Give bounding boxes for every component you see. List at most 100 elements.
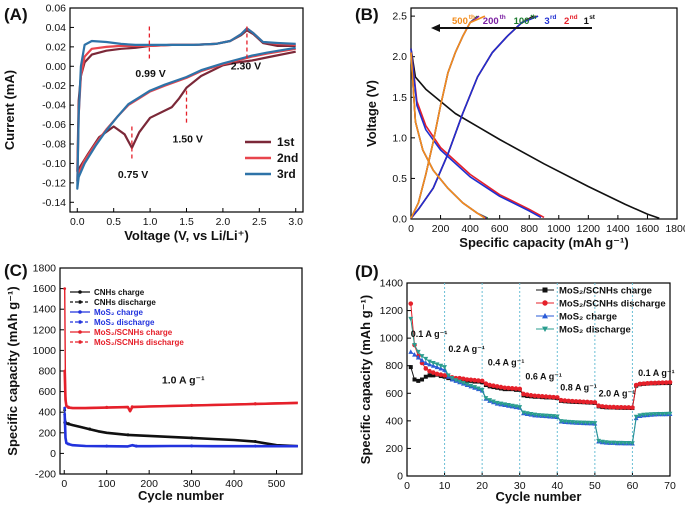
b-ytick-label: 1.5 bbox=[392, 92, 407, 104]
d-point bbox=[660, 380, 665, 385]
d-legend-marker bbox=[542, 313, 548, 319]
panel-a: 0.0 0.5 1.0 1.5 2.0 2.5 3.0 0.06 0.04 0.02 0.00 -0.… bbox=[2, 3, 304, 243]
b-legend-arrowhead bbox=[431, 24, 440, 32]
d-point bbox=[551, 394, 556, 400]
c-ytick-label: -200 bbox=[35, 469, 56, 481]
d-legend-label: MoS₂/SCNHs charge bbox=[559, 286, 652, 297]
c-point bbox=[135, 444, 138, 448]
b-legend-label: 1 bbox=[584, 16, 590, 27]
d-point bbox=[663, 411, 669, 417]
d-point bbox=[419, 357, 425, 363]
c-point bbox=[190, 403, 194, 407]
d-y-axis-label: Specific capacity (mAh g⁻¹) bbox=[358, 295, 373, 464]
a-legend-label: 3rd bbox=[277, 167, 296, 181]
d-point bbox=[577, 420, 583, 426]
d-point bbox=[475, 386, 481, 392]
c-legend-label: MoS₂ charge bbox=[94, 308, 143, 317]
c-point bbox=[126, 433, 130, 437]
c-legend-label: MoS₂/SCNHs discharge bbox=[94, 338, 184, 347]
c-legend-marker bbox=[78, 290, 82, 294]
d-point bbox=[427, 368, 432, 374]
d-point bbox=[491, 399, 496, 405]
a-y-axis-label: Current (mA) bbox=[2, 70, 17, 150]
panel-b: 0200400600800100012001400160018000.00.51… bbox=[355, 5, 685, 250]
d-point bbox=[430, 360, 436, 366]
d-point bbox=[551, 414, 556, 419]
d-point bbox=[472, 385, 478, 390]
a-legend-label: 2nd bbox=[277, 151, 298, 165]
d-point bbox=[423, 374, 428, 379]
b-series-200th-discharge bbox=[410, 52, 487, 219]
a-xtick-label: 2.5 bbox=[252, 216, 267, 228]
d-point bbox=[611, 404, 616, 410]
b-xtick-label: 1200 bbox=[577, 223, 601, 235]
d-point bbox=[509, 403, 515, 409]
d-point bbox=[615, 440, 620, 446]
a-annotation-label: 0.99 V bbox=[135, 68, 165, 80]
d-point bbox=[536, 393, 541, 399]
a-ytick-label: -0.04 bbox=[42, 100, 66, 112]
d-point bbox=[554, 395, 560, 400]
b-panel-tag: (B) bbox=[355, 5, 379, 24]
d-point bbox=[506, 385, 511, 391]
c-point bbox=[253, 402, 257, 405]
panel-c: 0 100 200 300 400 500 -200 0 200 400 600 800 1000 120… bbox=[4, 261, 303, 503]
d-rate-label: 0.2 A g⁻¹ bbox=[448, 344, 485, 354]
d-point bbox=[588, 420, 594, 426]
d-point bbox=[573, 420, 579, 425]
d-point bbox=[592, 421, 598, 426]
d-xtick-label: 60 bbox=[627, 480, 639, 492]
c-ytick-label: 1800 bbox=[33, 263, 57, 275]
d-point bbox=[622, 405, 628, 410]
d-point bbox=[524, 392, 530, 397]
d-point bbox=[461, 376, 466, 382]
c-ytick-label: 600 bbox=[38, 386, 56, 398]
d-point bbox=[453, 378, 459, 383]
b-legend-label: 2 bbox=[564, 16, 569, 27]
d-point bbox=[438, 363, 444, 369]
d-point bbox=[626, 405, 631, 410]
b-series-3rd-discharge bbox=[410, 48, 542, 219]
d-point bbox=[645, 381, 650, 386]
d-point bbox=[543, 394, 549, 399]
d-point bbox=[539, 394, 545, 399]
b-series-1st-discharge bbox=[410, 48, 660, 219]
d-legend-label: MoS₂ charge bbox=[559, 312, 617, 323]
d-ytick-label: 1000 bbox=[380, 333, 404, 345]
d-point bbox=[596, 438, 602, 444]
d-point bbox=[656, 411, 662, 417]
c-point bbox=[190, 436, 194, 440]
b-xtick-label: 800 bbox=[520, 223, 538, 235]
d-point bbox=[588, 399, 594, 405]
d-point bbox=[427, 373, 432, 378]
c-legend-marker bbox=[78, 330, 82, 334]
c-legend-marker bbox=[78, 300, 82, 304]
a-x-axis-label: Voltage (V, vs Li/Li⁺) bbox=[124, 228, 249, 243]
d-point bbox=[442, 365, 447, 370]
d-point bbox=[569, 420, 575, 425]
d-legend-label: MoS₂/SCNHs discharge bbox=[559, 299, 666, 310]
d-point bbox=[547, 394, 553, 400]
c-point bbox=[253, 439, 257, 443]
d-ytick-label: 0 bbox=[397, 471, 403, 483]
b-ytick-label: 2.5 bbox=[392, 11, 407, 23]
d-point bbox=[476, 378, 481, 383]
b-series-2nd-discharge bbox=[410, 48, 545, 219]
d-xtick-label: 30 bbox=[514, 480, 526, 492]
d-point bbox=[596, 403, 601, 408]
a-annotation-label: 1.50 V bbox=[173, 133, 203, 145]
a-xtick-label: 2.0 bbox=[216, 216, 231, 228]
d-point bbox=[427, 359, 432, 365]
d-point bbox=[502, 385, 507, 391]
d-rate-label: 0.4 A g⁻¹ bbox=[488, 358, 525, 368]
d-point bbox=[423, 360, 429, 365]
d-point bbox=[434, 362, 440, 367]
d-point bbox=[423, 356, 429, 362]
d-point bbox=[464, 377, 470, 382]
d-point bbox=[408, 349, 414, 354]
d-ytick-label: 200 bbox=[385, 443, 403, 455]
c-point bbox=[190, 444, 194, 448]
d-point bbox=[415, 349, 421, 355]
d-point bbox=[528, 393, 534, 398]
c-point bbox=[88, 427, 92, 431]
